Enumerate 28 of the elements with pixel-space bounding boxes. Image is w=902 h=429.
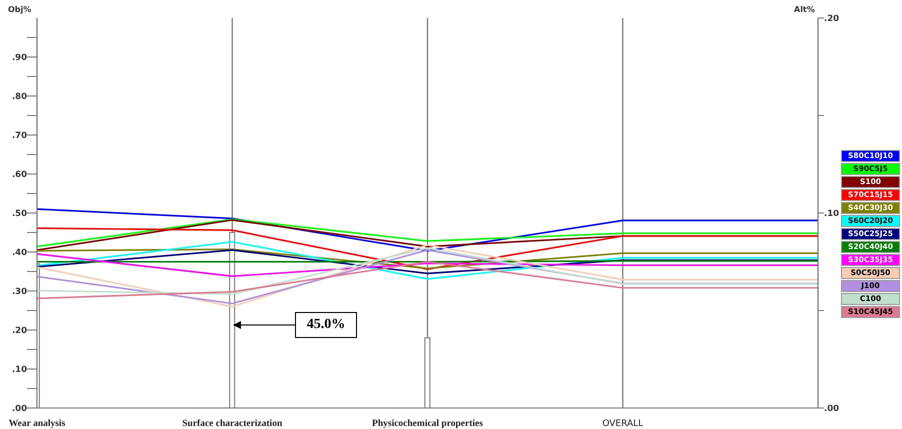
line-series: [37, 241, 818, 280]
y2-axis-title: Alt%: [794, 5, 815, 14]
line-series: [37, 227, 818, 270]
x-tick-label: OVERALL: [602, 419, 644, 429]
y2-tick-label: .20: [824, 14, 840, 24]
y-tick-label: .00: [12, 404, 28, 414]
line-series: [37, 249, 818, 274]
x-tick-label: Wear analysis: [8, 419, 66, 429]
line-series: [37, 247, 818, 295]
y-tick-label: .40: [12, 248, 28, 258]
annotation: 45.0%: [295, 312, 357, 338]
x-tick-label: Surface characterization: [182, 419, 283, 429]
line-series: [37, 248, 818, 270]
line-series: [37, 208, 818, 252]
y-tick-label: .30: [12, 287, 28, 297]
y2-tick-label: .00: [824, 404, 840, 414]
y-tick-label: .70: [12, 131, 28, 141]
y-tick-label: .10: [12, 365, 28, 375]
y-tick-label: .50: [12, 209, 28, 219]
y2-tick-label: .10: [824, 209, 840, 219]
y-axis-title: Obj%: [8, 5, 32, 14]
line-series: [37, 253, 818, 277]
y-tick-label: .20: [12, 326, 28, 336]
x-tick-label: Physicochemical properties: [372, 419, 484, 429]
line-series: [37, 260, 818, 300]
y-tick-label: .80: [12, 92, 28, 102]
y-tick-label: .90: [12, 53, 28, 63]
y-tick-label: .60: [12, 170, 28, 180]
